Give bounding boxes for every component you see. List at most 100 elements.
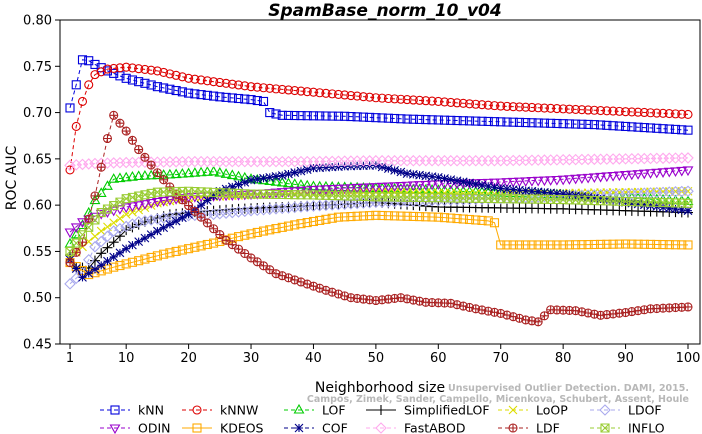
data-point-knn [546, 118, 556, 128]
data-point-kdeos [583, 240, 593, 250]
data-point-odin [601, 172, 613, 183]
legend-marker-ldf [508, 423, 518, 433]
data-point-knnw [521, 102, 531, 112]
data-point-lof [201, 166, 213, 176]
legend-label: ODIN [138, 421, 171, 434]
data-point-ldof [263, 203, 276, 216]
data-point-lof [151, 169, 163, 180]
data-point-cof [296, 166, 306, 176]
data-point-kdeos [514, 240, 525, 250]
data-point-knn [489, 117, 500, 127]
data-point-knnw [84, 80, 94, 90]
data-point-ldof [145, 214, 157, 226]
data-point-knn [227, 93, 237, 103]
data-point-knnw [439, 97, 450, 107]
data-point-kdeos [233, 232, 244, 242]
data-point-kdeos [502, 240, 512, 250]
data-point-kdeos [627, 239, 637, 249]
data-point-cof [71, 264, 81, 273]
data-point-kdeos [596, 239, 606, 249]
x-tick-label: 30 [243, 351, 260, 366]
data-point-odin [339, 184, 351, 195]
data-point-knnw [202, 76, 212, 86]
data-point-ldof [207, 208, 220, 221]
data-point-kdeos [165, 248, 175, 258]
data-point-knnw [502, 101, 512, 111]
x-tick-label: 70 [492, 351, 509, 366]
data-point-knnw [121, 62, 131, 72]
series-simplifiedlof [65, 197, 693, 274]
data-point-cof [171, 216, 181, 226]
series-line-lof [69, 171, 689, 245]
data-point-knnw [627, 107, 637, 117]
data-point-knn [496, 117, 506, 127]
data-point-knn [265, 108, 275, 118]
data-point-loop [128, 207, 137, 217]
data-point-cof [521, 186, 531, 196]
data-point-cof [402, 169, 412, 179]
data-point-ldof [276, 202, 289, 215]
data-point-odin [420, 180, 432, 191]
data-point-knn [508, 117, 518, 127]
series-knnw [65, 62, 693, 175]
data-point-lof [126, 171, 138, 181]
data-point-knnw [639, 107, 649, 118]
data-point-kdeos [483, 216, 493, 226]
data-point-cof [683, 206, 693, 216]
data-point-odin [145, 199, 157, 209]
data-point-knnw [333, 89, 343, 99]
legend-label: COF [322, 421, 348, 434]
data-point-kdeos [159, 249, 169, 259]
data-point-kdeos [415, 212, 425, 222]
data-point-odin [570, 174, 582, 185]
legend-item-ldf: LDF [498, 421, 560, 434]
data-point-kdeos [508, 240, 518, 250]
data-point-simplifiedlof [133, 219, 144, 230]
data-point-kdeos [134, 256, 144, 266]
data-point-cof [446, 175, 456, 184]
data-point-knnw [452, 98, 462, 108]
data-point-kdeos [664, 240, 674, 250]
data-point-simplifiedlof [127, 222, 138, 233]
data-point-kdeos [315, 215, 325, 225]
data-point-cof [465, 178, 474, 188]
data-point-knnw [533, 103, 543, 113]
series-line-inflo [69, 190, 689, 252]
data-point-lof [102, 180, 113, 190]
data-point-odin [670, 167, 681, 178]
data-point-cof [408, 170, 418, 179]
data-point-kdeos [140, 254, 150, 264]
data-point-knnw [315, 88, 325, 98]
data-point-knnw [184, 73, 194, 83]
data-point-cof [115, 248, 125, 258]
data-point-ldf [533, 317, 543, 327]
data-point-odin [164, 196, 176, 206]
data-point-knn [127, 75, 137, 85]
data-point-ldof [239, 205, 251, 218]
data-point-knnw [96, 67, 106, 77]
legend-marker-lof [293, 403, 305, 414]
data-point-lof [95, 187, 107, 197]
data-point-knnw [302, 87, 312, 97]
data-point-knnw [446, 97, 456, 107]
data-point-lof [114, 172, 126, 183]
data-point-knn [90, 59, 100, 69]
data-point-knnw [352, 91, 362, 101]
data-point-odin [426, 180, 438, 191]
data-point-odin [364, 183, 376, 194]
data-point-knnw [464, 99, 475, 109]
data-point-ldof [251, 204, 264, 217]
data-point-lof [170, 168, 182, 179]
data-point-knnw [159, 67, 169, 77]
data-point-knn [452, 115, 462, 126]
legend-label: SimplifiedLOF [404, 403, 490, 418]
data-point-knnw [109, 63, 119, 73]
data-point-odin [551, 175, 563, 186]
data-point-lof [189, 167, 201, 177]
data-point-knnw [390, 94, 400, 104]
y-tick-label: 0.80 [23, 14, 52, 29]
data-point-ldof [70, 272, 83, 285]
data-point-knnw [508, 102, 518, 112]
data-point-knnw [171, 70, 181, 80]
